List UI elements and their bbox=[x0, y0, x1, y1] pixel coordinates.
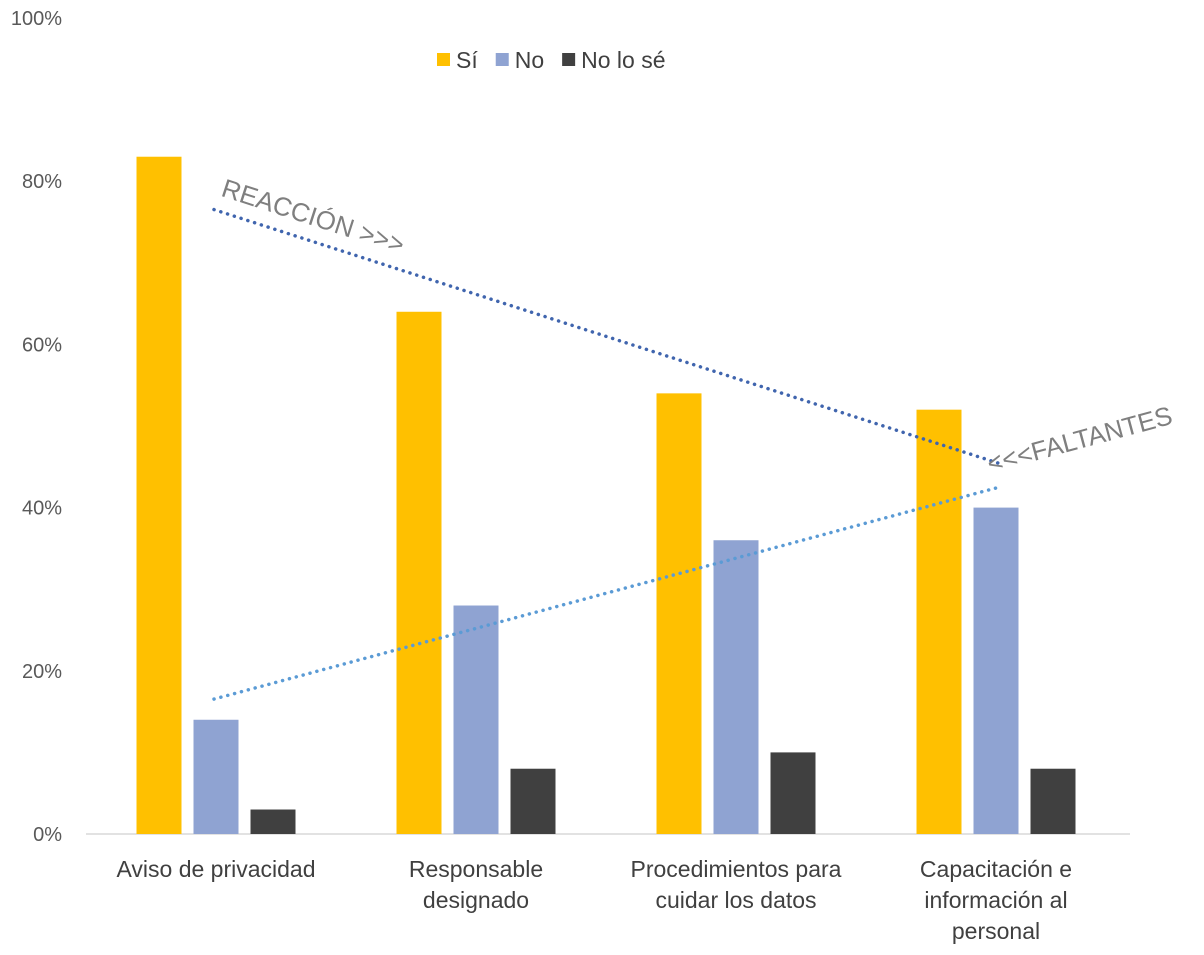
y-tick-label: 80% bbox=[22, 171, 62, 193]
x-tick-label: Aviso de privacidad bbox=[116, 856, 315, 882]
bars-group bbox=[136, 156, 1076, 835]
bar bbox=[510, 768, 556, 834]
bar bbox=[973, 507, 1019, 834]
y-tick-label: 40% bbox=[22, 498, 62, 520]
legend-label: No bbox=[515, 47, 544, 73]
legend-swatch bbox=[562, 53, 576, 66]
x-tick-label: Capacitación e información al personal bbox=[920, 856, 1072, 944]
category-labels: Aviso de privacidad Responsable designado P… bbox=[116, 856, 1072, 944]
bar bbox=[656, 393, 702, 834]
bar bbox=[713, 540, 759, 834]
bar bbox=[396, 311, 442, 834]
legend-swatch bbox=[495, 53, 509, 66]
trendline-label: REACCIÓN >>> bbox=[218, 173, 408, 260]
legend-swatch bbox=[437, 53, 450, 66]
bar bbox=[250, 809, 296, 834]
y-tick-label: 60% bbox=[22, 334, 62, 356]
x-tick-label: Responsable designado bbox=[409, 856, 543, 913]
bar bbox=[136, 156, 182, 835]
y-tick-label: 20% bbox=[22, 661, 62, 683]
trendline bbox=[212, 207, 1002, 466]
bar bbox=[193, 719, 239, 834]
bar bbox=[770, 752, 816, 834]
trendline-label: <<<FALTANTES bbox=[984, 400, 1176, 479]
y-axis: 0% 20% 40% 60% 80% 100% bbox=[11, 8, 62, 846]
legend-label: No lo sé bbox=[581, 47, 665, 73]
y-tick-label: 0% bbox=[33, 824, 62, 846]
trendline bbox=[212, 485, 1002, 701]
bar bbox=[916, 409, 962, 834]
bar bbox=[1030, 768, 1076, 834]
bar bbox=[453, 605, 499, 834]
legend-label: Sí bbox=[456, 47, 478, 73]
legend: Sí No No lo sé bbox=[437, 47, 666, 73]
y-tick-label: 100% bbox=[11, 8, 62, 30]
x-tick-label: Procedimientos para cuidar los datos bbox=[631, 856, 842, 913]
